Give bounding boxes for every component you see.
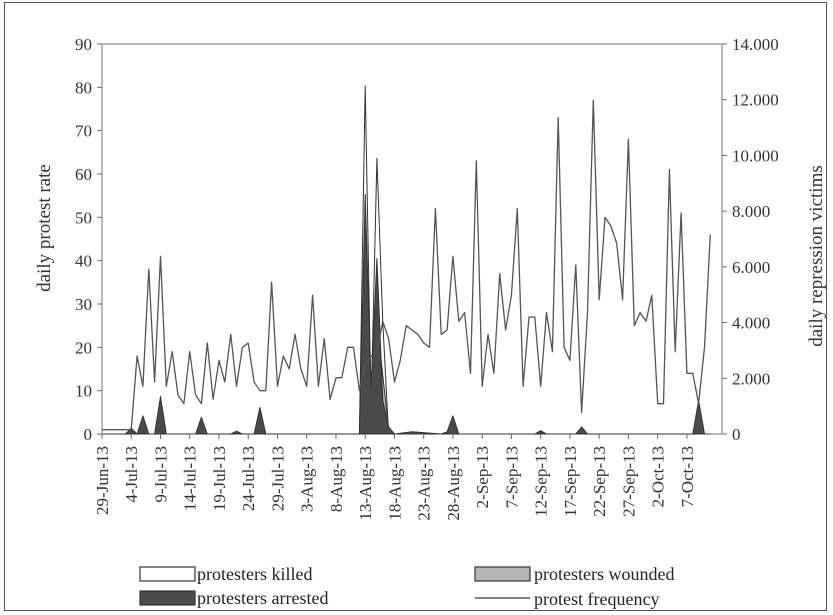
left-tick-label: 60: [75, 165, 92, 184]
x-tick-label: 13-Aug-13: [356, 446, 375, 521]
x-tick-label: 17-Sep-13: [561, 446, 580, 517]
x-tick-label: 22-Sep-13: [590, 446, 609, 517]
x-tick-label: 9-Jul-13: [151, 446, 170, 503]
x-tick-label: 18-Aug-13: [385, 446, 404, 521]
frequency-line-group: [102, 99, 711, 431]
left-tick-label: 20: [75, 338, 92, 357]
right-tick-label: 4.000: [732, 314, 770, 333]
chart-frame: [4, 2, 827, 611]
left-tick-label: 40: [75, 252, 92, 271]
left-axis-title: daily protest rate: [34, 164, 55, 292]
x-tick-label: 23-Aug-13: [415, 446, 434, 521]
left-tick-label: 70: [75, 122, 92, 141]
x-tick-label: 4-Jul-13: [122, 446, 141, 503]
legend-swatch-killed: [139, 566, 196, 582]
axes: [101, 43, 723, 435]
left-tick-label: 0: [84, 425, 93, 444]
x-tick-label: 3-Aug-13: [298, 446, 317, 512]
x-tick-label: 27-Sep-13: [619, 446, 638, 517]
right-tick-label: 6.000: [732, 258, 770, 277]
x-tick-label: 19-Jul-13: [210, 446, 229, 511]
protest-frequency-line: [102, 99, 711, 431]
legend: protesters killed protesters wounded pro…: [139, 564, 674, 609]
right-tick-label: 8.000: [732, 202, 770, 221]
legend-label-arrested: protesters arrested: [197, 588, 328, 608]
x-tick-label: 29-Jul-13: [268, 446, 287, 511]
x-tick-label: 14-Jul-13: [181, 446, 200, 511]
right-tick-label: 14.000: [732, 35, 779, 54]
x-tick-label: 24-Jul-13: [239, 446, 258, 511]
x-tick-label: 2-Oct-13: [649, 446, 668, 507]
x-tick-label: 28-Aug-13: [444, 446, 463, 521]
legend-label-frequency: protest frequency: [534, 589, 659, 609]
left-tick-label: 30: [75, 295, 92, 314]
plot-area: [101, 43, 723, 435]
right-axis-title: daily repression victims: [806, 165, 827, 347]
legend-swatch-arrested: [139, 590, 196, 606]
x-tick-label: 29-Jun-13: [93, 446, 112, 515]
right-tick-label: 10.000: [732, 146, 779, 165]
x-tick-label: 12-Sep-13: [532, 446, 551, 517]
left-axis-ticks: 0 10 20 30 40 50 60 70 80 90: [75, 35, 102, 444]
left-tick-label: 80: [75, 78, 92, 97]
right-axis-ticks: 0 2.000 4.000 6.000 8.000 10.000 12.000 14.000: [722, 35, 779, 444]
victims-areas: [101, 85, 711, 435]
right-tick-label: 0: [732, 425, 741, 444]
x-tick-label: 2-Sep-13: [473, 446, 492, 508]
legend-label-wounded: protesters wounded: [534, 564, 674, 584]
legend-swatch-wounded: [474, 566, 531, 582]
x-axis-ticks: 29-Jun-13 4-Jul-13 9-Jul-13 14-Jul-13 19-Jul…: [93, 434, 697, 521]
x-tick-label: 7-Oct-13: [678, 446, 697, 507]
right-tick-label: 2.000: [732, 369, 770, 388]
legend-label-killed: protesters killed: [197, 564, 312, 584]
left-tick-label: 50: [75, 208, 92, 227]
arrested-area: [101, 193, 711, 435]
left-tick-label: 90: [75, 35, 92, 54]
left-tick-label: 10: [75, 382, 92, 401]
x-tick-label: 8-Aug-13: [327, 446, 346, 512]
x-tick-label: 7-Sep-13: [502, 446, 521, 508]
right-tick-label: 12.000: [732, 91, 779, 110]
killed-area: [101, 85, 395, 435]
